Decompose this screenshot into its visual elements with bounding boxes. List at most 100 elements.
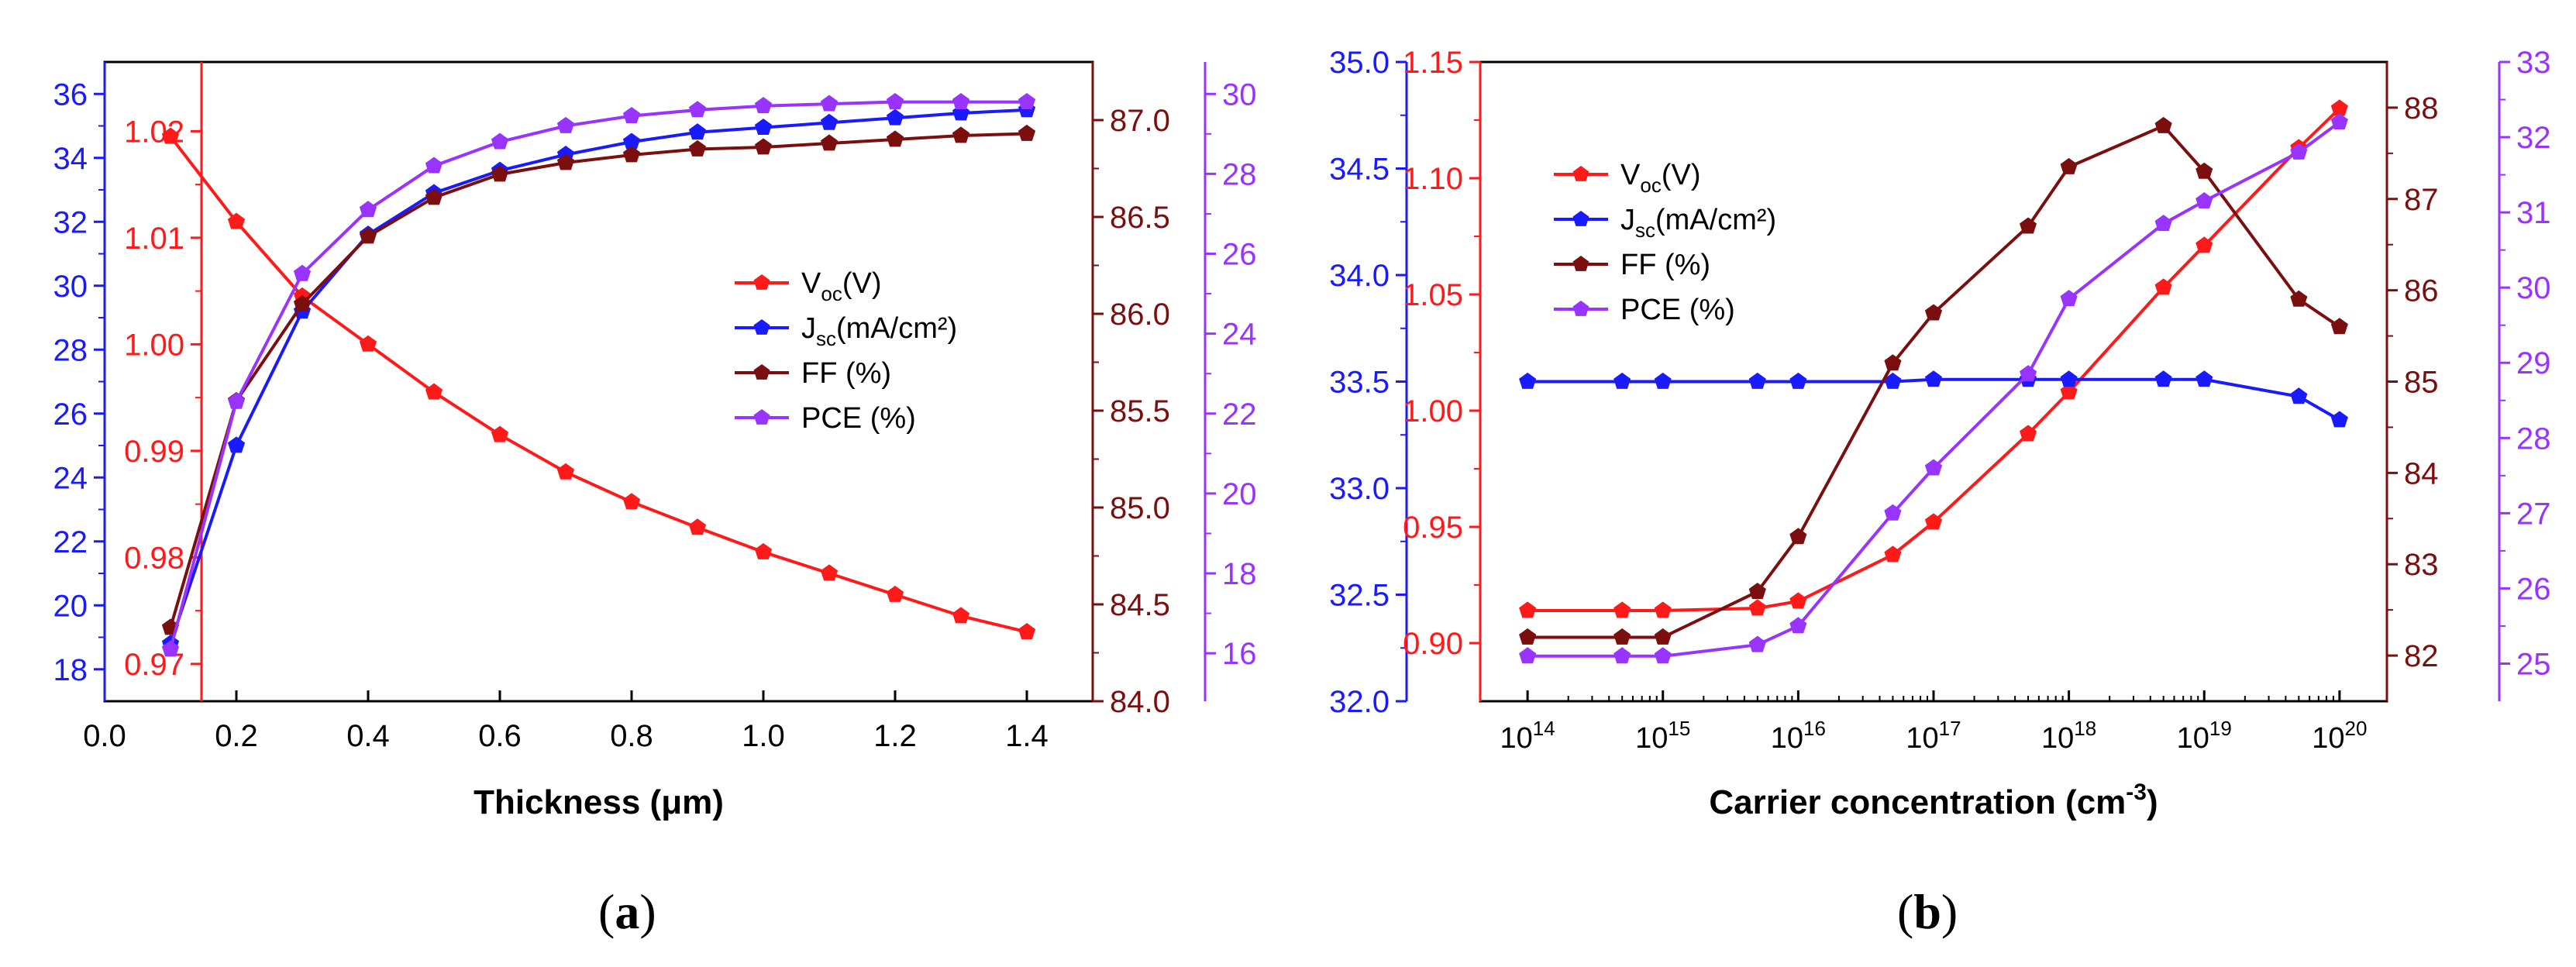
panel-caption-b: (b) xyxy=(1897,884,1958,939)
x-axis-label-tail: ) xyxy=(2147,783,2158,821)
pce-tick-label: 20 xyxy=(1222,477,1257,511)
ff-point xyxy=(1018,124,1036,141)
jsc-point xyxy=(1924,370,1943,387)
legend-marker-voc xyxy=(753,274,770,290)
voc-point xyxy=(1748,599,1766,616)
pce-point xyxy=(2330,112,2348,129)
x-axis-label-superscript: -3 xyxy=(2126,779,2147,805)
ff-point xyxy=(1924,304,1943,321)
legend-marker-pce xyxy=(753,409,770,425)
ff-tick-label: 83 xyxy=(2404,548,2439,582)
x-axis-label: Carrier concentration (cm-3) xyxy=(1709,779,2158,821)
x-tick-label: 1015 xyxy=(1635,717,1690,755)
x-tick-label: 0.2 xyxy=(215,719,258,753)
ff-point xyxy=(2195,162,2213,179)
ff-point xyxy=(622,146,641,163)
voc-tick-label: 1.01 xyxy=(124,222,184,256)
pce-point xyxy=(1884,504,1902,521)
x-tick-label: 0.6 xyxy=(478,719,522,753)
voc-tick-label: 0.95 xyxy=(1403,511,1463,545)
jsc-tick-label: 28 xyxy=(53,333,88,367)
x-tick-label: 0.4 xyxy=(346,719,390,753)
voc-point xyxy=(556,463,575,480)
ff-tick-label: 88 xyxy=(2404,91,2439,126)
jsc-tick-label: 32.0 xyxy=(1329,685,1390,719)
x-tick-label-exponent: 16 xyxy=(1803,717,1826,740)
voc-tick-label: 0.90 xyxy=(1403,627,1463,661)
x-tick-label-base: 10 xyxy=(1771,722,1803,755)
ff-point xyxy=(2154,116,2172,133)
x-axis-label-text: Carrier concentration (cm xyxy=(1709,783,2126,821)
ff-point xyxy=(1789,528,1807,545)
legend-marker-pce xyxy=(1572,301,1589,316)
voc-point xyxy=(1884,545,1902,563)
legend-marker-jsc xyxy=(1572,211,1589,226)
legend-label-voc: Voc(V) xyxy=(801,267,881,305)
jsc-point xyxy=(1789,372,1807,389)
voc-point xyxy=(952,607,970,624)
ff-tick-label: 85.5 xyxy=(1110,394,1170,428)
x-tick-label-exponent: 20 xyxy=(2345,717,2368,740)
x-tick-label: 1018 xyxy=(2041,717,2096,755)
pce-point xyxy=(227,392,246,409)
jsc-series-line xyxy=(169,108,1028,645)
voc-tick-label: 1.05 xyxy=(1403,278,1463,312)
voc-point xyxy=(2154,278,2172,295)
legend-marker-ff xyxy=(1572,256,1589,271)
pce-tick-label: 33 xyxy=(2516,46,2551,80)
x-tick-label-exponent: 14 xyxy=(1533,717,1555,740)
voc-point xyxy=(622,493,641,510)
jsc-tick-label: 34.0 xyxy=(1329,259,1390,293)
jsc-tick-label: 34.5 xyxy=(1329,153,1390,187)
voc-point xyxy=(161,127,180,144)
pce-point xyxy=(491,132,509,150)
voc-point xyxy=(2195,236,2213,253)
pce-tick-label: 24 xyxy=(1222,318,1257,352)
x-tick-label: 1020 xyxy=(2312,717,2367,755)
ff-point xyxy=(820,134,839,151)
ff-point xyxy=(1654,628,1672,645)
ff-point xyxy=(359,227,377,244)
pce-tick-label: 25 xyxy=(2516,647,2551,681)
pce-point xyxy=(2290,143,2308,160)
pce-point xyxy=(1519,647,1537,664)
legend: Voc(V) Jsc(mA/cm²) FF (%) PCE (%) xyxy=(735,267,957,435)
jsc-tick-label: 22 xyxy=(53,525,88,559)
voc-point xyxy=(886,585,904,602)
jsc-tick-label: 26 xyxy=(53,397,88,432)
legend-label-name: FF (%) xyxy=(1620,249,1710,281)
jsc-point xyxy=(1654,372,1672,389)
pce-point xyxy=(2154,215,2172,232)
x-tick-label: 1019 xyxy=(2177,717,2232,755)
voc-tick-label: 1.00 xyxy=(1403,394,1463,428)
legend: Voc(V) Jsc(mA/cm²) FF (%) PCE (%) xyxy=(1554,159,1776,326)
legend-label-subscript: oc xyxy=(1640,174,1661,197)
panel-caption-b-letter: b xyxy=(1913,884,1941,939)
voc-point xyxy=(491,425,509,442)
pce-tick-label: 28 xyxy=(2516,422,2551,456)
pce-tick-label: 16 xyxy=(1222,637,1257,671)
x-tick-label: 1017 xyxy=(1906,717,1961,755)
ff-tick-label: 84 xyxy=(2404,456,2439,490)
legend-label-unit: (V) xyxy=(842,267,882,300)
legend-label-name: PCE (%) xyxy=(801,402,916,435)
jsc-point xyxy=(2330,411,2348,428)
voc-point xyxy=(1654,601,1672,618)
pce-point xyxy=(1613,647,1631,664)
pce-point xyxy=(622,106,641,123)
jsc-point xyxy=(2195,370,2213,387)
pce-point xyxy=(1924,459,1943,476)
jsc-tick-label: 20 xyxy=(53,589,88,623)
pce-point xyxy=(1748,635,1766,652)
pce-tick-label: 18 xyxy=(1222,557,1257,591)
x-tick-label: 0.0 xyxy=(83,719,126,753)
ff-point xyxy=(293,294,312,311)
jsc-tick-label: 35.0 xyxy=(1329,46,1390,80)
ff-tick-label: 86 xyxy=(2404,274,2439,308)
pce-tick-label: 31 xyxy=(2516,196,2551,230)
legend-label-subscript: sc xyxy=(816,327,836,350)
legend-label-ff: FF (%) xyxy=(1620,249,1710,281)
pce-point xyxy=(359,201,377,218)
ff-point xyxy=(491,165,509,182)
jsc-point xyxy=(1519,372,1537,389)
